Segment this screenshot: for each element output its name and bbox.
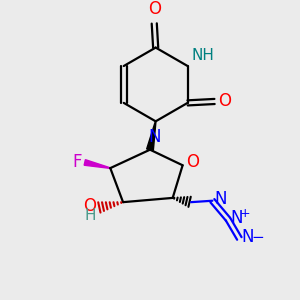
Text: N: N [148, 128, 161, 146]
Text: F: F [72, 153, 82, 171]
Text: N: N [242, 228, 254, 246]
Text: +: + [240, 207, 250, 220]
Text: O: O [148, 0, 161, 18]
Text: H: H [85, 208, 96, 223]
Text: O: O [218, 92, 231, 110]
Polygon shape [84, 160, 110, 168]
Text: NH: NH [192, 48, 215, 63]
Text: O: O [83, 197, 96, 215]
Text: N: N [230, 209, 243, 227]
Text: −: − [251, 230, 264, 244]
Text: N: N [215, 190, 227, 208]
Text: O: O [186, 153, 199, 171]
Polygon shape [147, 121, 156, 150]
